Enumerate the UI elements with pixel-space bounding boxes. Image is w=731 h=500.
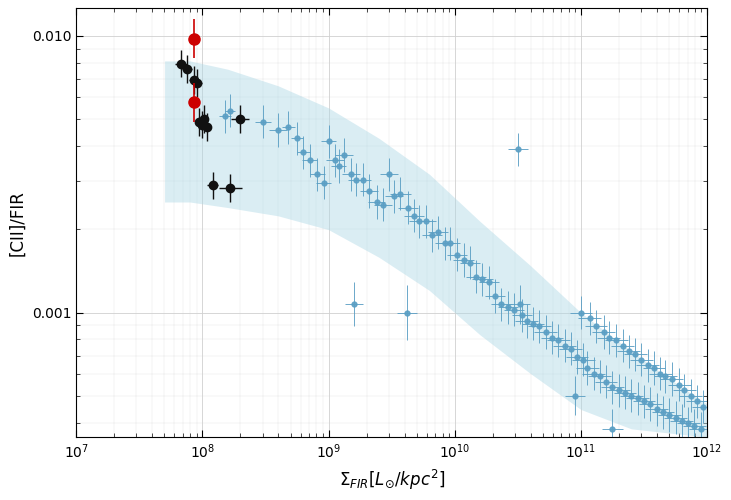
Y-axis label: [CII]/FIR: [CII]/FIR <box>8 190 26 256</box>
X-axis label: $\Sigma_{FIR}[L_{\odot}/kpc^2]$: $\Sigma_{FIR}[L_{\odot}/kpc^2]$ <box>338 468 444 491</box>
